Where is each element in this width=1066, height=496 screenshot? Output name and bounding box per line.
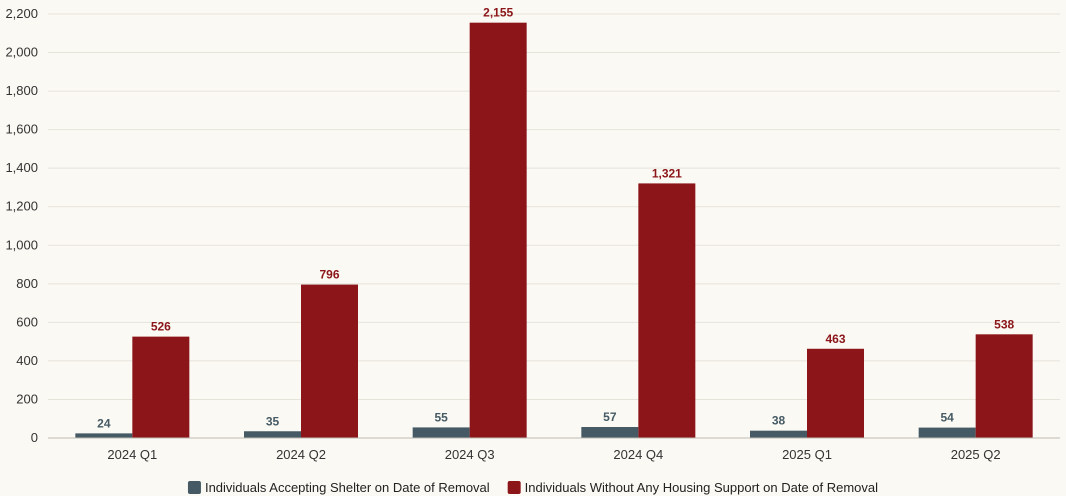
y-tick-label: 1,600	[5, 122, 38, 137]
data-label: 526	[151, 320, 171, 334]
data-label: 35	[266, 414, 280, 428]
y-tick-label: 1,400	[5, 160, 38, 175]
bar	[638, 183, 696, 438]
legend-label: Individuals Accepting Shelter on Date of…	[205, 480, 490, 495]
data-label: 463	[825, 332, 845, 346]
legend-item: Individuals Without Any Housing Support …	[507, 480, 878, 495]
x-tick-label: 2024 Q3	[445, 447, 495, 462]
data-label: 2,155	[483, 6, 513, 20]
y-tick-label: 1,800	[5, 83, 38, 98]
x-tick-label: 2024 Q2	[276, 447, 326, 462]
y-tick-label: 1,000	[5, 237, 38, 252]
y-tick-label: 1,200	[5, 199, 38, 214]
data-label: 796	[319, 268, 339, 282]
legend: Individuals Accepting Shelter on Date of…	[187, 480, 878, 495]
y-tick-label: 0	[31, 430, 38, 445]
x-tick-label: 2025 Q1	[782, 447, 832, 462]
bar	[750, 430, 807, 438]
y-tick-label: 2,200	[5, 6, 38, 21]
bar	[975, 334, 1033, 438]
y-tick-label: 400	[16, 353, 38, 368]
bar	[807, 348, 864, 438]
legend-item: Individuals Accepting Shelter on Date of…	[187, 480, 490, 495]
x-tick-label: 2024 Q1	[107, 447, 157, 462]
y-tick-label: 800	[16, 276, 38, 291]
x-tick-label: 2024 Q4	[613, 447, 663, 462]
bar	[412, 427, 470, 438]
bar	[132, 336, 190, 438]
legend-label: Individuals Without Any Housing Support …	[525, 480, 878, 495]
bar	[469, 22, 527, 438]
y-axis: 0 200 400 600 800 1,000 1,200 1,400 1,600 1,800 2,…	[5, 6, 38, 445]
bar	[918, 427, 976, 438]
data-label: 1,321	[652, 166, 682, 180]
y-tick-label: 200	[16, 391, 38, 406]
data-label: 38	[772, 414, 786, 428]
bar	[301, 284, 358, 438]
bars: 24 526 35 796 55 2,155 57 1,321 38 463 54 538	[75, 6, 1033, 438]
legend-swatch	[507, 481, 521, 494]
bar	[244, 431, 301, 438]
data-label: 57	[603, 410, 617, 424]
bar	[75, 433, 133, 438]
legend-swatch	[187, 481, 201, 494]
gridlines	[48, 13, 1060, 400]
y-tick-label: 2,000	[5, 45, 38, 60]
y-tick-label: 600	[16, 314, 38, 329]
x-tick-label: 2025 Q2	[951, 447, 1001, 462]
data-label: 24	[97, 416, 111, 430]
data-label: 538	[994, 317, 1014, 331]
bar	[581, 427, 639, 438]
data-label: 54	[940, 411, 954, 425]
x-axis: 2024 Q1 2024 Q2 2024 Q3 2024 Q4 2025 Q1 2025 …	[48, 437, 1060, 462]
data-label: 55	[434, 410, 448, 424]
